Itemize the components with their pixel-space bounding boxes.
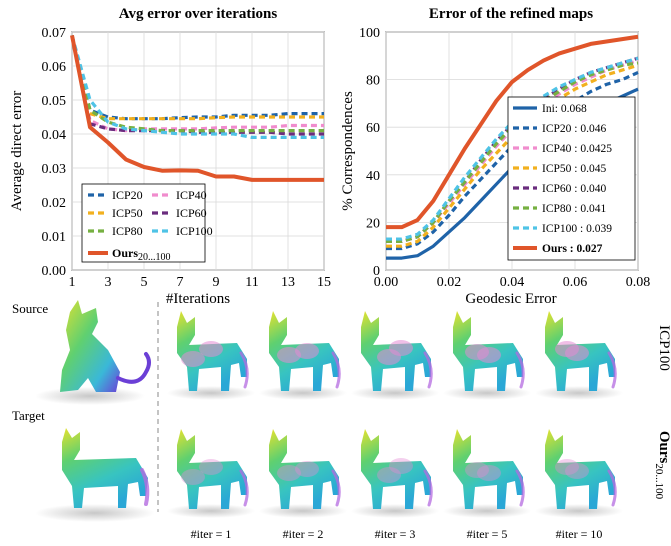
refined-maps-ytick-label: 0 bbox=[373, 264, 380, 279]
iter-label: #iter = 1 bbox=[191, 527, 232, 541]
avg-error-legend-label: Ours20...100 bbox=[112, 246, 171, 263]
refined-maps-xtick-label: 0.06 bbox=[563, 275, 588, 290]
avg-error-series-icp20 bbox=[70, 35, 324, 121]
refined-maps-ytick-label: 80 bbox=[366, 74, 380, 89]
refined-maps-legend-label: Ini: 0.068 bbox=[542, 103, 587, 115]
refined-maps-series-ours bbox=[386, 34, 639, 230]
avg-error-xtick-label: 11 bbox=[245, 275, 258, 290]
avg-error-legend-label: ICP50 bbox=[112, 206, 143, 220]
refined-maps-xtick-label: 0.08 bbox=[626, 275, 651, 290]
avg-error-ytick-label: 0.04 bbox=[42, 128, 67, 143]
avg-error-xtick-label: 13 bbox=[281, 275, 295, 290]
refined-maps-ticks: 0.00 0.02 0.04 0.06 0.08 0 20 40 60 80 100 bbox=[359, 26, 650, 290]
refined-maps-legend-label: Ours : 0.027 bbox=[542, 243, 603, 255]
refined-maps-ylabel: % Correspondences bbox=[340, 91, 356, 211]
avg-error-series-icp50 bbox=[70, 35, 324, 121]
refined-maps-legend-label: ICP20 : 0.046 bbox=[542, 123, 606, 135]
refined-maps-legend-label: ICP100 : 0.039 bbox=[542, 223, 612, 235]
dog-render bbox=[167, 429, 255, 518]
refined-maps-ytick-label: 100 bbox=[359, 26, 380, 41]
avg-error-series-ours bbox=[70, 35, 324, 182]
iter-label: #iter = 3 bbox=[375, 527, 416, 541]
iteration-renders bbox=[167, 311, 623, 518]
avg-error-xlabel: #Iterations bbox=[166, 291, 230, 307]
avg-error-ytick-label: 0.01 bbox=[42, 230, 67, 245]
avg-error-xtick-label: 9 bbox=[213, 275, 220, 290]
refined-maps-legend: Ini: 0.068 ICP20 : 0.046 ICP40 : 0.0425 ICP… bbox=[507, 96, 636, 261]
avg-error-chart: Avg error over iterations 1 3 5 7 9 11 13 150.0… bbox=[9, 6, 331, 307]
avg-error-xtick-label: 1 bbox=[69, 275, 76, 290]
avg-error-series-icp100 bbox=[70, 34, 324, 139]
avg-error-ytick-label: 0.00 bbox=[42, 264, 67, 279]
refined-maps-series-icp20 bbox=[386, 71, 639, 251]
refined-maps-xlabel: Geodesic Error bbox=[465, 291, 556, 307]
refined-maps-ytick-label: 40 bbox=[366, 169, 380, 184]
avg-error-legend-label: ICP100 bbox=[176, 224, 213, 238]
refined-maps-legend-label: ICP50 : 0.045 bbox=[542, 163, 606, 175]
refined-maps-legend-box bbox=[507, 96, 636, 261]
target-dog-render bbox=[35, 428, 155, 522]
row-label-icp100: ICP100 bbox=[656, 325, 671, 371]
refined-maps-ytick-label: 20 bbox=[366, 216, 380, 231]
row-label-ours-sub: 20...100 bbox=[653, 463, 665, 499]
iteration-labels: #iter = 1 #iter = 2 #iter = 3 #iter = 5 #ite… bbox=[191, 527, 603, 541]
dog-render bbox=[351, 429, 439, 518]
source-label: Source bbox=[12, 301, 48, 316]
refined-maps-xtick-label: 0.02 bbox=[437, 275, 462, 290]
avg-error-ytick-label: 0.02 bbox=[42, 196, 67, 211]
row-label-ours: Ours20...100 bbox=[653, 431, 671, 500]
target-label: Target bbox=[12, 408, 45, 423]
shape-comparison-figure: Source Target ICP100 Ours20...100 #iter … bbox=[12, 300, 671, 541]
dog-render bbox=[535, 429, 623, 518]
row-label-ours-main: Ours bbox=[656, 431, 671, 464]
avg-error-legend-label: ICP60 bbox=[176, 206, 207, 220]
dog-render bbox=[443, 311, 531, 400]
dog-render bbox=[535, 311, 623, 400]
avg-error-xtick-label: 7 bbox=[177, 275, 184, 290]
avg-error-legend-label: ICP80 bbox=[112, 224, 143, 238]
iter-label: #iter = 5 bbox=[467, 527, 508, 541]
dog-render bbox=[351, 311, 439, 400]
avg-error-xtick-label: 3 bbox=[105, 275, 112, 290]
avg-error-ytick-label: 0.06 bbox=[42, 60, 67, 75]
refined-maps-legend-label: ICP60 : 0.040 bbox=[542, 183, 606, 195]
avg-error-xtick-label: 5 bbox=[141, 275, 148, 290]
avg-error-xtick-label: 15 bbox=[317, 275, 331, 290]
avg-error-ytick-label: 0.07 bbox=[42, 26, 67, 41]
dog-render bbox=[259, 311, 347, 400]
dog-render bbox=[443, 429, 531, 518]
refined-maps-xtick-label: 0.04 bbox=[500, 275, 525, 290]
iter-label: #iter = 10 bbox=[556, 527, 603, 541]
avg-error-legend-box bbox=[81, 183, 206, 263]
refined-maps-chart: Error of the refined maps 0.00 0.02 0.04 0.… bbox=[340, 6, 650, 307]
avg-error-ytick-label: 0.03 bbox=[42, 162, 67, 177]
avg-error-legend-label: ICP20 bbox=[112, 188, 143, 202]
avg-error-series bbox=[70, 34, 324, 182]
refined-maps-chart-title: Error of the refined maps bbox=[429, 6, 593, 22]
avg-error-series-icp80 bbox=[70, 35, 324, 133]
avg-error-ytick-label: 0.05 bbox=[42, 94, 67, 109]
avg-error-series-icp40 bbox=[70, 35, 324, 133]
refined-maps-legend-label: ICP80 : 0.041 bbox=[542, 203, 606, 215]
iter-label: #iter = 2 bbox=[283, 527, 324, 541]
refined-maps-legend-label: ICP40 : 0.0425 bbox=[542, 143, 612, 155]
dog-render bbox=[259, 429, 347, 518]
refined-maps-xtick-label: 0.00 bbox=[374, 275, 399, 290]
dog-render bbox=[167, 311, 255, 400]
avg-error-ylabel: Average direct error bbox=[9, 91, 25, 211]
avg-error-legend-label: ICP40 bbox=[176, 188, 207, 202]
avg-error-legend: ICP20 ICP40 ICP50 ICP60 ICP80 ICP100 Ours20...… bbox=[81, 183, 213, 263]
refined-maps-ytick-label: 60 bbox=[366, 121, 380, 136]
avg-error-series-icp60 bbox=[70, 35, 324, 136]
source-dog-render bbox=[35, 300, 151, 405]
avg-error-ticks: 1 3 5 7 9 11 13 150.000.010.020.030.040.050.060… bbox=[42, 26, 332, 290]
avg-error-chart-title: Avg error over iterations bbox=[119, 6, 278, 22]
